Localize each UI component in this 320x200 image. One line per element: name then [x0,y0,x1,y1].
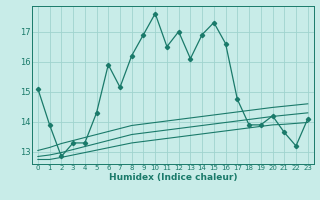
X-axis label: Humidex (Indice chaleur): Humidex (Indice chaleur) [108,173,237,182]
